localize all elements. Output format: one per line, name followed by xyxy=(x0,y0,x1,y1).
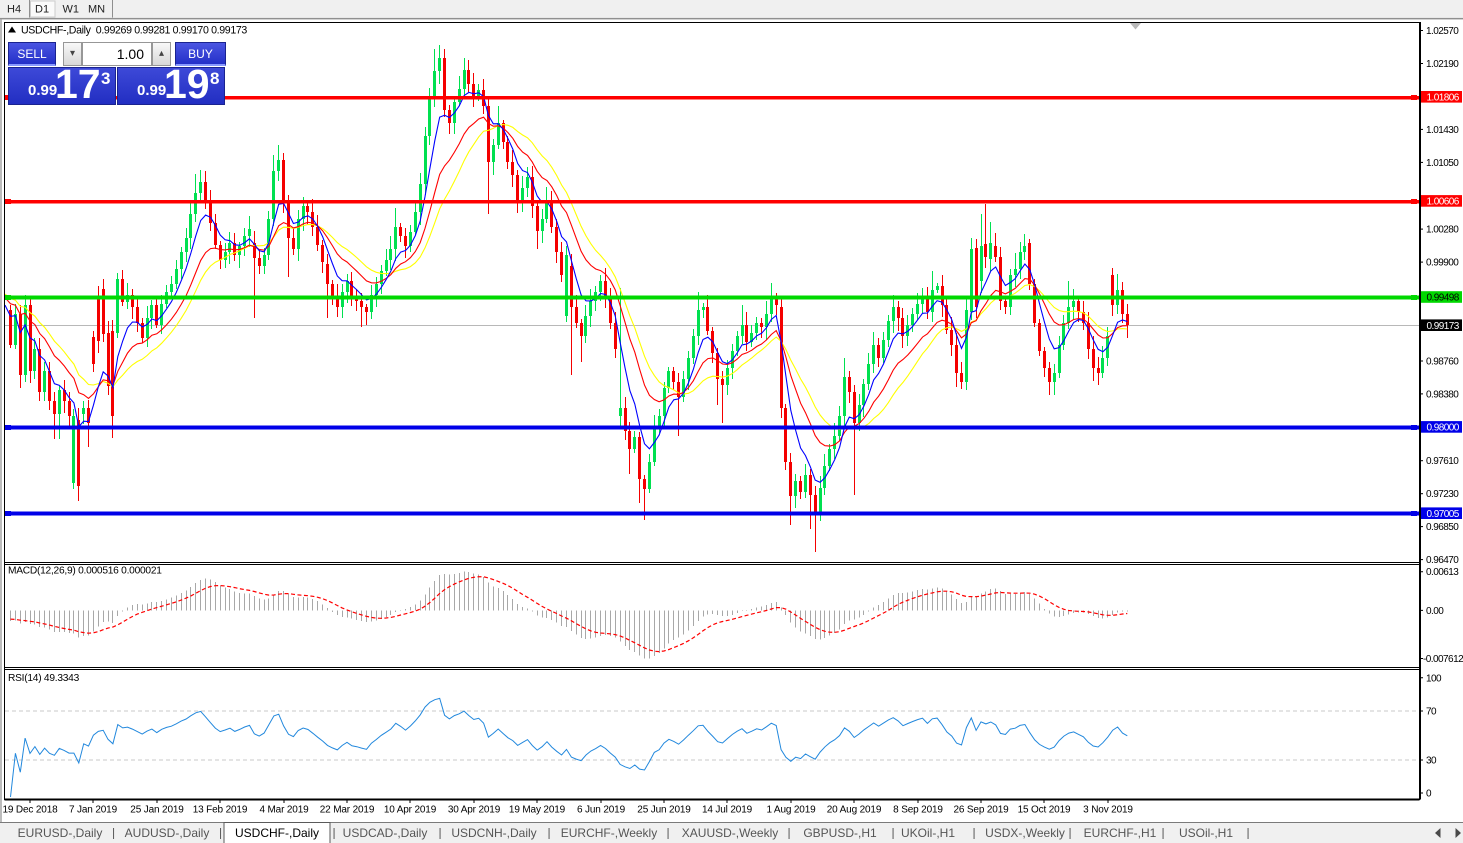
svg-text:70: 70 xyxy=(1426,707,1437,718)
svg-text:25 Jan 2019: 25 Jan 2019 xyxy=(130,805,184,816)
svg-text:1.01806: 1.01806 xyxy=(1427,92,1460,103)
svg-text:MACD(12,26,9) 0.000516 0.00002: MACD(12,26,9) 0.000516 0.000021 xyxy=(8,566,162,577)
svg-text:1.01430: 1.01430 xyxy=(1426,125,1459,136)
svg-text:1.02570: 1.02570 xyxy=(1426,26,1459,37)
svg-text:EURCHF-,H1: EURCHF-,H1 xyxy=(1084,826,1157,840)
svg-text:13 Feb 2019: 13 Feb 2019 xyxy=(193,805,248,816)
svg-text:7 Jan 2019: 7 Jan 2019 xyxy=(69,805,118,816)
svg-text:H4: H4 xyxy=(7,4,21,16)
svg-text:RSI(14) 49.3343: RSI(14) 49.3343 xyxy=(8,673,80,684)
svg-text:0.00613: 0.00613 xyxy=(1426,567,1459,578)
svg-text:|: | xyxy=(112,826,115,840)
svg-text:GBPUSD-,H1: GBPUSD-,H1 xyxy=(803,826,877,840)
svg-text:UKOil-,H1: UKOil-,H1 xyxy=(901,826,955,840)
svg-text:15 Oct 2019: 15 Oct 2019 xyxy=(1018,805,1071,816)
svg-text:19 May 2019: 19 May 2019 xyxy=(509,805,566,816)
svg-text:|: | xyxy=(787,826,790,840)
svg-text:AUDUSD-,Daily: AUDUSD-,Daily xyxy=(125,826,210,840)
svg-text:USDCHF-,Daily 0.99269 0.99281: USDCHF-,Daily 0.99269 0.99281 0.99170 0.… xyxy=(21,25,247,37)
svg-text:0.99173: 0.99173 xyxy=(1427,321,1460,332)
svg-text:|: | xyxy=(1161,826,1164,840)
svg-text:0.00: 0.00 xyxy=(1426,606,1444,617)
svg-text:USDCAD-,Daily: USDCAD-,Daily xyxy=(343,826,428,840)
svg-text:EURUSD-,Daily: EURUSD-,Daily xyxy=(18,826,103,840)
svg-text:3 Nov 2019: 3 Nov 2019 xyxy=(1083,805,1133,816)
svg-text:0.99498: 0.99498 xyxy=(1427,293,1460,304)
svg-text:0: 0 xyxy=(1426,789,1432,800)
svg-text:100: 100 xyxy=(1426,673,1442,684)
svg-text:0.97230: 0.97230 xyxy=(1426,489,1459,500)
svg-text:EURCHF-,Weekly: EURCHF-,Weekly xyxy=(561,826,657,840)
svg-text:0.97005: 0.97005 xyxy=(1427,509,1460,520)
svg-text:0.98380: 0.98380 xyxy=(1426,389,1459,400)
svg-text:|: | xyxy=(219,826,222,840)
svg-text:|: | xyxy=(547,826,550,840)
svg-text:1.00280: 1.00280 xyxy=(1426,225,1459,236)
svg-text:8 Sep 2019: 8 Sep 2019 xyxy=(893,805,943,816)
svg-text:USDCNH-,Daily: USDCNH-,Daily xyxy=(451,826,536,840)
svg-text:D1: D1 xyxy=(35,4,49,16)
svg-text:0.97610: 0.97610 xyxy=(1426,456,1459,467)
svg-text:10 Apr 2019: 10 Apr 2019 xyxy=(384,805,437,816)
svg-text:1 Aug 2019: 1 Aug 2019 xyxy=(766,805,816,816)
svg-text:MN: MN xyxy=(88,4,105,16)
svg-text:|: | xyxy=(666,826,669,840)
svg-text:1.02190: 1.02190 xyxy=(1426,59,1459,70)
svg-text:0.99900: 0.99900 xyxy=(1426,258,1459,269)
svg-text:1.00606: 1.00606 xyxy=(1427,197,1460,208)
svg-text:30 Apr 2019: 30 Apr 2019 xyxy=(448,805,501,816)
svg-text:USOil-,H1: USOil-,H1 xyxy=(1179,826,1233,840)
svg-text:25 Jun 2019: 25 Jun 2019 xyxy=(637,805,691,816)
svg-text:20 Aug 2019: 20 Aug 2019 xyxy=(827,805,882,816)
svg-text:19 Dec 2018: 19 Dec 2018 xyxy=(2,805,58,816)
svg-text:26 Sep 2019: 26 Sep 2019 xyxy=(953,805,1009,816)
svg-text:1.01050: 1.01050 xyxy=(1426,158,1459,169)
svg-text:|: | xyxy=(1068,826,1071,840)
svg-text:14 Jul 2019: 14 Jul 2019 xyxy=(702,805,753,816)
svg-text:0.98760: 0.98760 xyxy=(1426,357,1459,368)
svg-text:W1: W1 xyxy=(63,4,80,16)
svg-text:30: 30 xyxy=(1426,756,1437,767)
svg-text:|: | xyxy=(438,826,441,840)
svg-text:0.96470: 0.96470 xyxy=(1426,555,1459,566)
svg-text:0.96850: 0.96850 xyxy=(1426,522,1459,533)
svg-text:|: | xyxy=(1246,826,1249,840)
svg-text:XAUUSD-,Weekly: XAUUSD-,Weekly xyxy=(682,826,778,840)
svg-text:6 Jun 2019: 6 Jun 2019 xyxy=(577,805,626,816)
svg-text:4 Mar 2019: 4 Mar 2019 xyxy=(259,805,309,816)
svg-text:USDX-,Weekly: USDX-,Weekly xyxy=(985,826,1065,840)
svg-text:0.98000: 0.98000 xyxy=(1427,423,1460,434)
svg-text:22 Mar 2019: 22 Mar 2019 xyxy=(320,805,375,816)
svg-text:|: | xyxy=(891,826,894,840)
svg-text:USDCHF-,Daily: USDCHF-,Daily xyxy=(235,826,319,840)
svg-text:|: | xyxy=(332,826,335,840)
svg-text:|: | xyxy=(972,826,975,840)
svg-text:-0.007612: -0.007612 xyxy=(1423,654,1463,665)
